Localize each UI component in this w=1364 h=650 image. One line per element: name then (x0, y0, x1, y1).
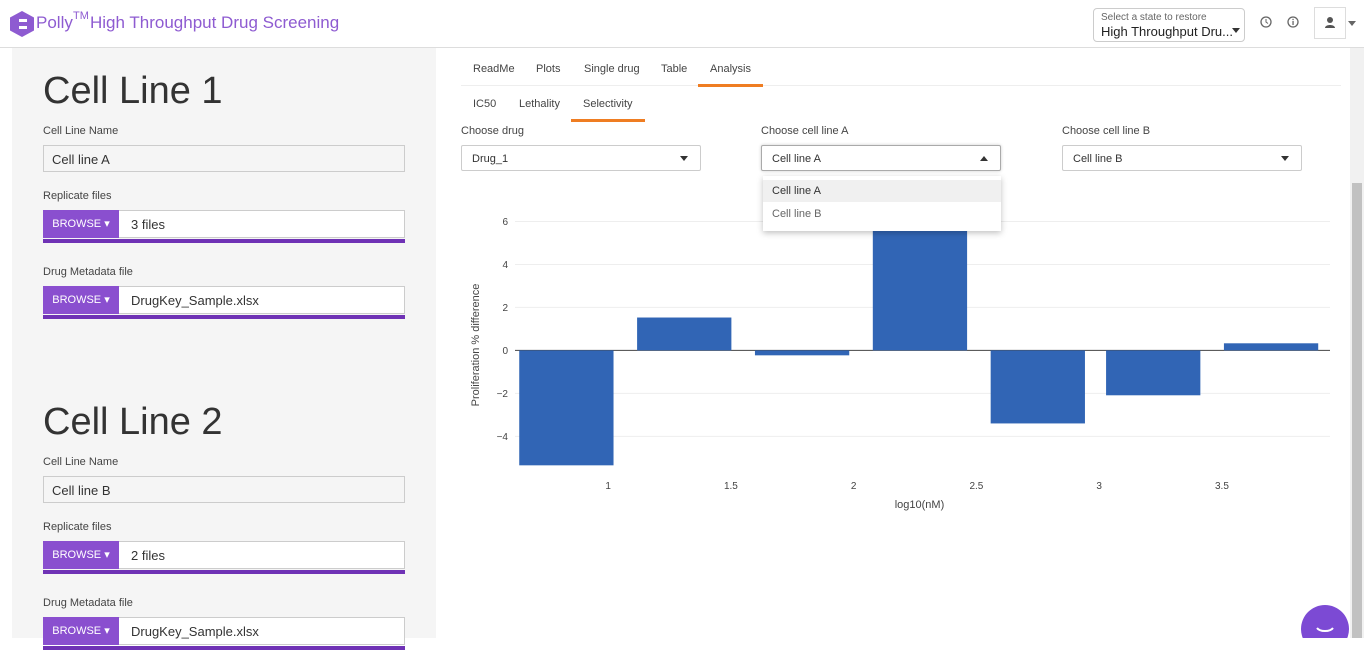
x-tick-label: 1 (605, 481, 611, 492)
tab[interactable]: Plots (536, 63, 561, 75)
user-menu[interactable] (1314, 7, 1346, 39)
subtab-underline (571, 119, 645, 122)
x-tick-label: 2 (851, 481, 857, 492)
bar (990, 350, 1085, 424)
app-title: High Throughput Drug Screening (90, 13, 340, 32)
history-icon[interactable] (1259, 15, 1273, 29)
file-box: 2 files (119, 541, 405, 569)
browse-button[interactable]: BROWSE ▾ (43, 617, 119, 645)
progress-bar (43, 315, 405, 319)
dropdown-menu: Cell line A Cell line B (763, 176, 1001, 231)
dropdown-option[interactable]: Cell line B (772, 208, 822, 220)
field-label: Replicate files (43, 521, 112, 533)
header: Polly TM High Throughput Drug Screening … (0, 0, 1364, 48)
subtab[interactable]: Selectivity (583, 98, 633, 110)
bar (1223, 343, 1319, 351)
tab[interactable]: ReadMe (473, 63, 515, 75)
browse-button[interactable]: BROWSE ▾ (43, 210, 119, 238)
section-heading: Cell Line 1 (43, 70, 223, 112)
state-label: Select a state to restore (1101, 12, 1207, 23)
x-tick-label: 3 (1096, 481, 1102, 492)
subtab[interactable]: IC50 (473, 98, 497, 110)
select[interactable]: Drug_1 (461, 145, 701, 171)
progress-bar (43, 239, 405, 243)
info-icon[interactable] (1286, 15, 1300, 29)
text-input[interactable]: Cell line A (43, 145, 405, 172)
x-axis-label: log10(nM) (895, 499, 945, 511)
browse-button[interactable]: BROWSE ▾ (43, 286, 119, 314)
subtab[interactable]: Lethality (519, 98, 560, 110)
progress-bar (43, 646, 405, 650)
select[interactable]: Cell line B (1062, 145, 1302, 171)
field-label: Cell Line Name (43, 456, 119, 468)
trademark: TM (73, 10, 89, 22)
browse-button[interactable]: BROWSE ▾ (43, 541, 119, 569)
text-input[interactable]: Cell line B (43, 476, 405, 503)
tab-divider (461, 85, 1341, 86)
x-tick-label: 2.5 (969, 481, 983, 492)
bar (637, 317, 732, 351)
y-tick-label: 6 (502, 217, 508, 228)
field-label: Drug Metadata file (43, 266, 133, 278)
scrollbar (1350, 48, 1364, 638)
y-tick-label: −4 (497, 432, 509, 443)
chat-button[interactable] (1300, 604, 1350, 638)
filter-label: Choose cell line B (1062, 125, 1151, 137)
y-axis-label: Proliferation % difference (470, 284, 482, 407)
y-tick-label: 4 (502, 260, 508, 271)
field-label: Replicate files (43, 190, 112, 202)
field-label: Cell Line Name (43, 125, 119, 137)
logo (10, 11, 34, 37)
filter-label: Choose drug (461, 125, 524, 137)
brand: Polly (36, 13, 73, 32)
file-box: DrugKey_Sample.xlsx (119, 286, 405, 314)
file-box: 3 files (119, 210, 405, 238)
tab[interactable]: Table (661, 63, 688, 75)
y-tick-label: −2 (497, 389, 509, 400)
select[interactable]: Cell line A (761, 145, 1001, 171)
bar (1106, 350, 1201, 396)
field-label: Drug Metadata file (43, 597, 133, 609)
progress-bar (43, 570, 405, 574)
tab[interactable]: Analysis (710, 63, 751, 75)
file-box: DrugKey_Sample.xlsx (119, 617, 405, 645)
section-heading: Cell Line 2 (43, 401, 223, 443)
bar (754, 350, 850, 356)
filter-label: Choose cell line A (761, 125, 849, 137)
state-select[interactable]: Select a state to restore High Throughpu… (1093, 8, 1245, 42)
tab-underline (698, 84, 763, 87)
state-value: High Throughput Dru... (1101, 24, 1233, 39)
tab[interactable]: Single drug (584, 63, 640, 75)
bar (519, 350, 614, 466)
x-tick-label: 3.5 (1215, 481, 1229, 492)
y-tick-label: 0 (502, 346, 508, 357)
x-tick-label: 1.5 (724, 481, 738, 492)
y-tick-label: 2 (502, 303, 508, 314)
dropdown-option[interactable]: Cell line A (763, 180, 1001, 202)
